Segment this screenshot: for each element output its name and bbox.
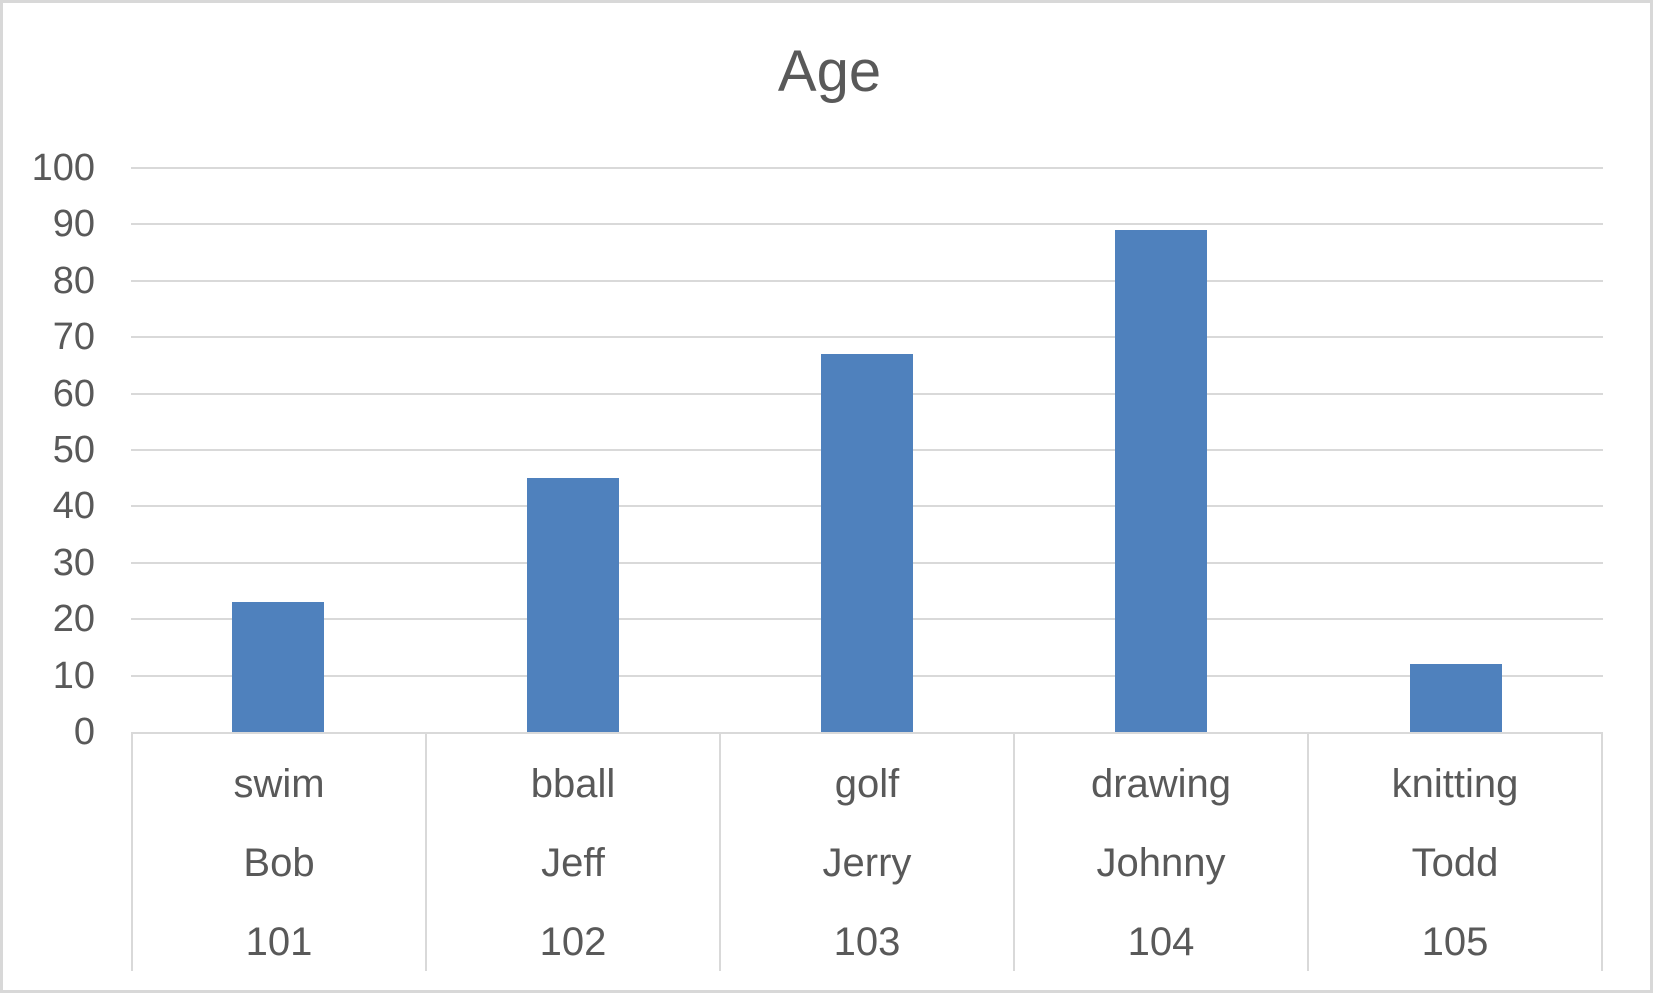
hobby-label-drawing: drawing — [1090, 762, 1232, 806]
gridline-70 — [131, 336, 1603, 339]
category-group-bball: bball Jeff 102 — [425, 734, 719, 971]
y-tick-label-80: 80 — [52, 259, 95, 302]
bar-knitting — [1409, 664, 1502, 732]
y-tick-label-60: 60 — [52, 372, 95, 415]
y-tick-label-70: 70 — [52, 316, 95, 359]
y-tick-label-100: 100 — [31, 147, 95, 189]
id-label-knitting: 105 — [1421, 920, 1489, 964]
bar-golf — [821, 354, 913, 732]
bar-drawing — [1115, 230, 1208, 732]
y-tick-label-30: 30 — [52, 541, 95, 584]
bar-bball — [526, 478, 619, 732]
bars-layer — [3, 3, 1650, 990]
name-label-knitting: Todd — [1411, 841, 1499, 885]
id-label-bball: 102 — [539, 920, 607, 964]
id-label-drawing: 104 — [1127, 920, 1195, 964]
bar-swim — [232, 602, 325, 732]
category-group-swim: swim Bob 101 — [131, 734, 425, 971]
gridline-80 — [131, 279, 1603, 282]
hobby-label-knitting: knitting — [1391, 762, 1519, 806]
id-label-golf: 103 — [833, 920, 901, 964]
name-label-bball: Jeff — [541, 841, 605, 885]
y-axis-labels: 0 10 20 30 40 50 60 70 80 90 100 — [3, 3, 1650, 990]
name-label-golf: Jerry — [822, 841, 912, 885]
y-tick-label-10: 10 — [52, 654, 95, 697]
chart-title: Age — [777, 39, 882, 104]
y-tick-label-0: 0 — [73, 711, 95, 753]
name-label-drawing: Johnny — [1096, 841, 1226, 885]
x-axis-category-table: swim Bob 101 bball Jeff 102 golf Jerry 103 drawin… — [131, 732, 1603, 971]
hobby-label-bball: bball — [530, 762, 616, 806]
hobby-label-golf: golf — [834, 762, 900, 806]
y-tick-label-90: 90 — [52, 203, 95, 246]
category-group-knitting: knitting Todd 105 — [1307, 734, 1603, 971]
y-tick-label-20: 20 — [52, 598, 95, 641]
y-tick-label-40: 40 — [52, 485, 95, 528]
hobby-label-swim: swim — [233, 762, 325, 806]
y-tick-label-50: 50 — [52, 429, 95, 471]
gridline-90 — [131, 223, 1603, 226]
category-group-golf: golf Jerry 103 — [719, 734, 1013, 971]
gridline-100 — [131, 167, 1603, 169]
category-group-drawing: drawing Johnny 104 — [1013, 734, 1307, 971]
id-label-swim: 101 — [245, 920, 313, 964]
name-label-swim: Bob — [243, 841, 315, 885]
